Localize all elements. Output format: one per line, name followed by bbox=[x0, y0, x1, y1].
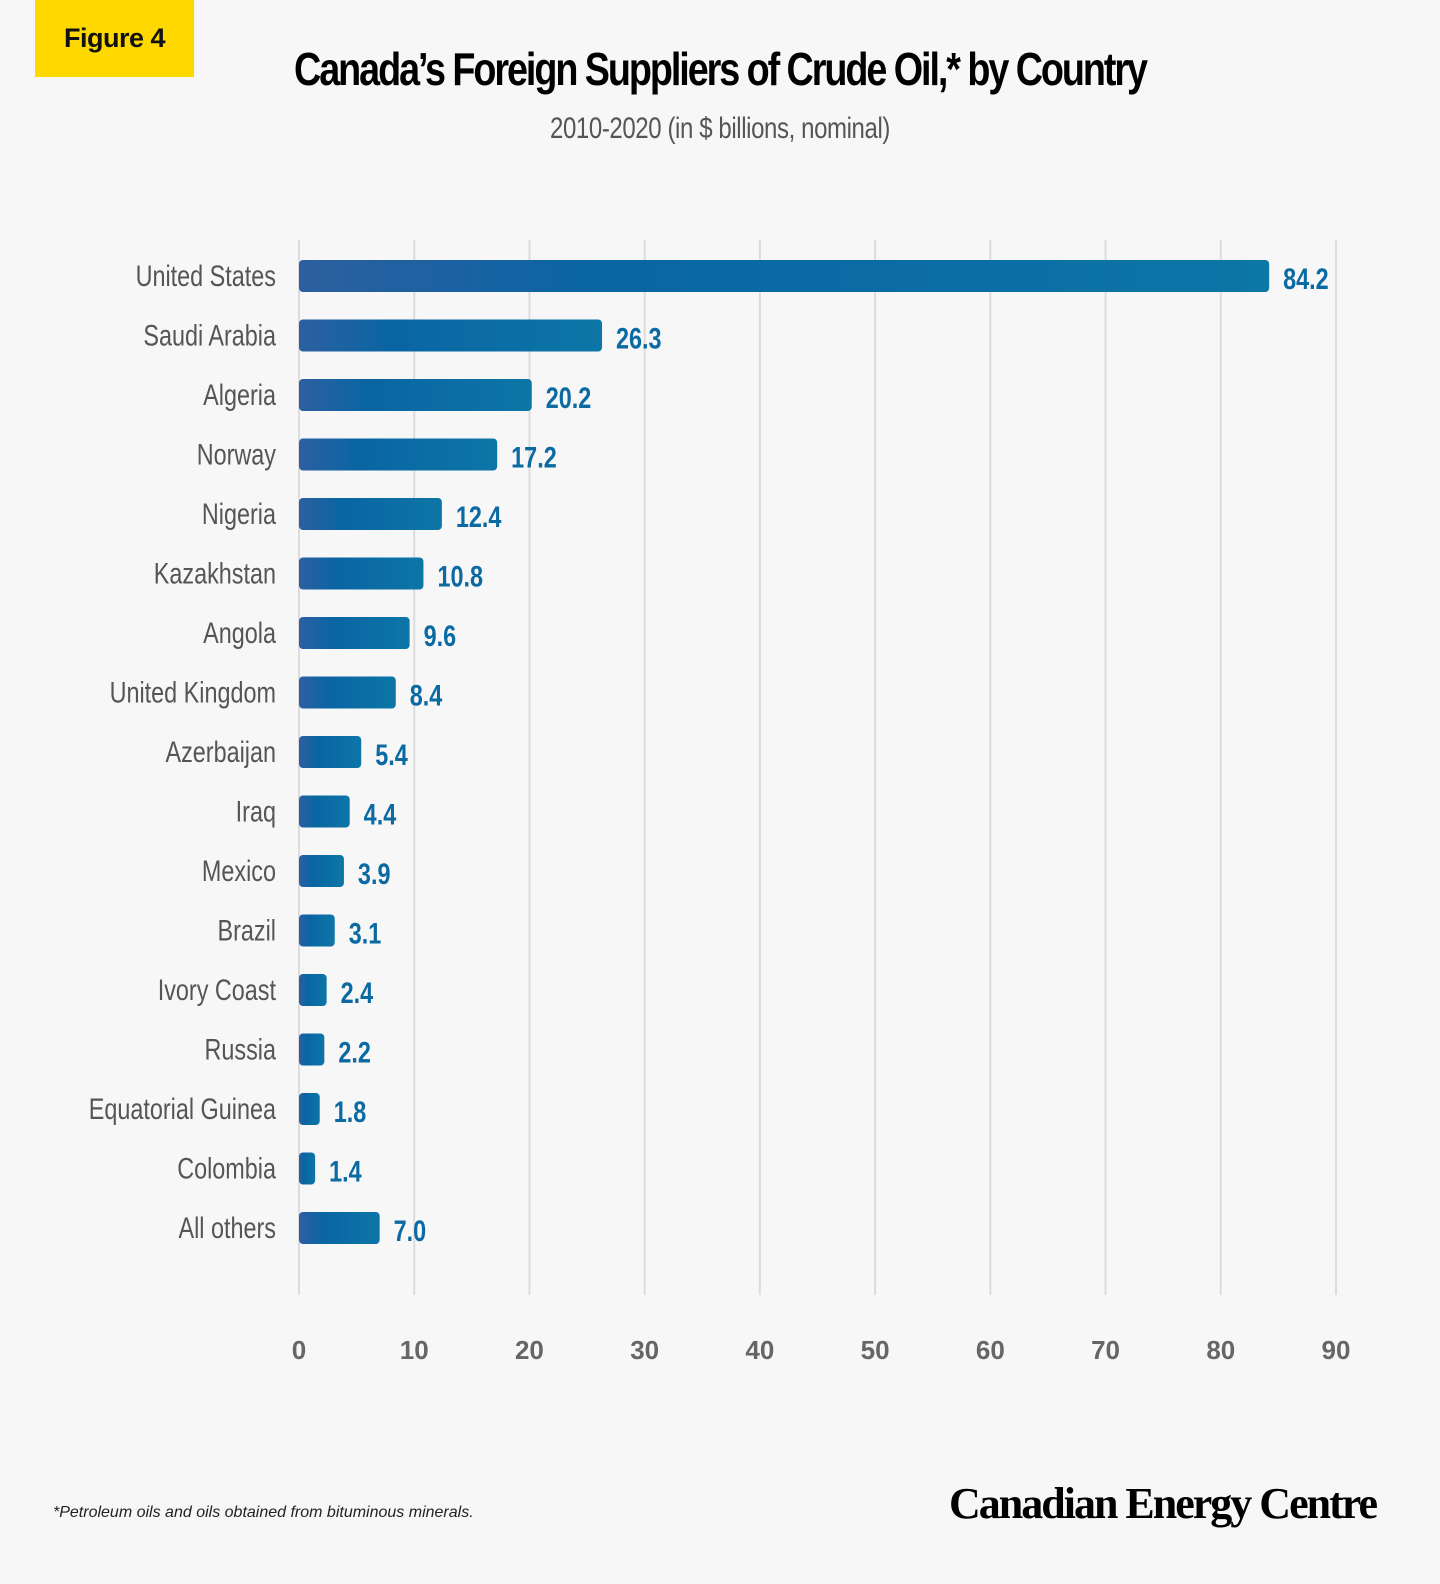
category-label: Mexico bbox=[202, 854, 276, 887]
value-label: 2.4 bbox=[341, 976, 374, 1009]
x-tick-label: 70 bbox=[1091, 1335, 1120, 1365]
category-label: Colombia bbox=[177, 1152, 276, 1185]
x-tick-label: 50 bbox=[861, 1335, 890, 1365]
value-label: 84.2 bbox=[1283, 262, 1329, 295]
x-tick-label: 0 bbox=[292, 1335, 306, 1365]
value-label: 2.2 bbox=[338, 1036, 371, 1069]
value-label: 17.2 bbox=[511, 441, 557, 474]
category-label: Brazil bbox=[218, 914, 276, 947]
value-label: 5.4 bbox=[375, 738, 408, 771]
bar bbox=[299, 676, 396, 709]
bar bbox=[299, 498, 442, 530]
bar bbox=[299, 557, 424, 590]
bar bbox=[299, 319, 603, 352]
value-label: 20.2 bbox=[546, 381, 592, 414]
value-label: 7.0 bbox=[394, 1214, 427, 1247]
x-tick-label: 10 bbox=[400, 1335, 429, 1365]
category-label: Equatorial Guinea bbox=[89, 1092, 276, 1125]
value-label: 3.9 bbox=[358, 857, 391, 890]
category-label: Kazakhstan bbox=[154, 557, 276, 590]
bar bbox=[299, 855, 344, 887]
x-tick-label: 20 bbox=[515, 1335, 544, 1365]
x-tick-label: 90 bbox=[1322, 1335, 1351, 1365]
figure-number: Figure 4 bbox=[63, 23, 166, 53]
bar bbox=[299, 379, 532, 411]
chart-subtitle: 2010-2020 (in $ billions, nominal) bbox=[550, 112, 890, 145]
category-label: United Kingdom bbox=[110, 676, 276, 709]
bar bbox=[299, 1093, 320, 1125]
category-label: Nigeria bbox=[202, 497, 276, 530]
x-tick-label: 40 bbox=[745, 1335, 774, 1365]
category-label: Azerbaijan bbox=[165, 735, 276, 768]
category-label: Ivory Coast bbox=[158, 973, 277, 1006]
category-label: Iraq bbox=[236, 795, 276, 828]
value-label: 8.4 bbox=[410, 679, 443, 712]
bar bbox=[299, 260, 1270, 292]
category-label: Saudi Arabia bbox=[143, 319, 276, 352]
bar bbox=[299, 795, 350, 828]
bar bbox=[299, 736, 362, 768]
value-label: 3.1 bbox=[349, 917, 382, 950]
brand-logo: Canadian Energy Centre bbox=[949, 1479, 1378, 1528]
category-label: All others bbox=[179, 1211, 276, 1244]
category-label: United States bbox=[136, 259, 276, 292]
value-label: 10.8 bbox=[437, 560, 483, 593]
bar bbox=[299, 1152, 316, 1185]
category-label: Angola bbox=[203, 616, 276, 649]
bar bbox=[299, 1212, 380, 1244]
bar bbox=[299, 438, 498, 471]
footnote: *Petroleum oils and oils obtained from b… bbox=[53, 1504, 474, 1521]
x-tick-label: 80 bbox=[1206, 1335, 1235, 1365]
value-label: 4.4 bbox=[364, 798, 397, 831]
category-label: Russia bbox=[205, 1033, 277, 1066]
bar bbox=[299, 617, 410, 649]
category-label: Algeria bbox=[203, 378, 276, 411]
x-tick-label: 60 bbox=[976, 1335, 1005, 1365]
chart-title: Canada’s Foreign Suppliers of Crude Oil,… bbox=[294, 43, 1148, 95]
x-tick-label: 30 bbox=[630, 1335, 659, 1365]
bar bbox=[299, 914, 335, 947]
value-label: 26.3 bbox=[616, 322, 662, 355]
category-label: Norway bbox=[197, 438, 277, 471]
value-label: 12.4 bbox=[456, 500, 502, 533]
value-label: 1.4 bbox=[329, 1155, 362, 1188]
bar bbox=[299, 1033, 325, 1066]
bar bbox=[299, 974, 327, 1006]
figure-badge: Figure 4 bbox=[35, 0, 194, 77]
value-label: 9.6 bbox=[424, 619, 457, 652]
value-label: 1.8 bbox=[334, 1095, 367, 1128]
